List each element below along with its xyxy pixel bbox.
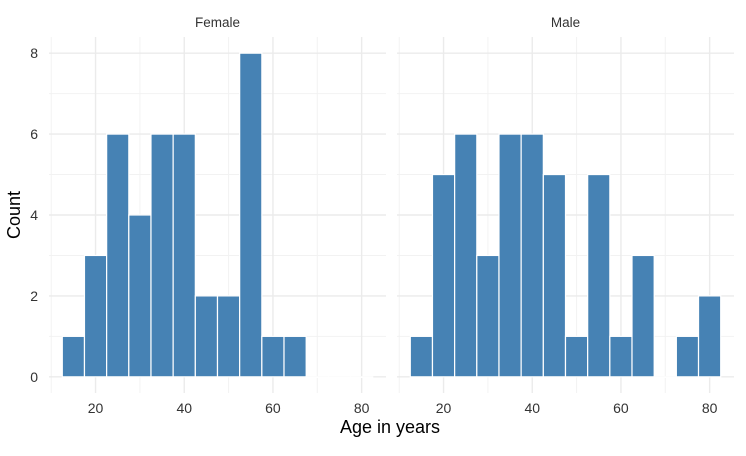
histogram-bar (476, 254, 500, 378)
x-tick-label: 20 (88, 400, 104, 416)
histogram-bar (83, 254, 108, 378)
histogram-bar (106, 133, 130, 378)
histogram-bar (261, 335, 285, 378)
histogram-bar (697, 295, 722, 378)
histogram-bar (454, 133, 478, 378)
histogram-bar (675, 335, 700, 378)
histogram-bar (239, 52, 263, 378)
histogram-bar (431, 173, 456, 378)
histogram-bar (520, 133, 544, 378)
y-tick-label: 4 (30, 207, 38, 223)
x-tick-label: 60 (613, 400, 629, 416)
panel-title: Male (551, 15, 580, 30)
histogram-bar (172, 133, 196, 378)
histogram-bar (150, 133, 174, 378)
y-axis-title: Count (4, 191, 24, 239)
histogram-bar (609, 335, 633, 378)
panel-title: Female (195, 15, 240, 30)
x-tick-label: 40 (524, 400, 540, 416)
histogram-bar (564, 335, 589, 378)
histogram-bar (283, 335, 307, 378)
histogram-bar (305, 376, 329, 379)
histogram-bar (349, 376, 374, 379)
histogram-bar (587, 173, 611, 378)
histogram-bar (194, 295, 219, 378)
y-tick-label: 6 (30, 126, 38, 142)
histogram-bar (409, 335, 434, 378)
x-tick-label: 60 (265, 400, 281, 416)
histogram-bar (128, 214, 152, 378)
histogram-bar (498, 133, 522, 378)
y-tick-label: 2 (30, 288, 38, 304)
histogram-bar (542, 173, 567, 378)
x-tick-label: 80 (354, 400, 370, 416)
histogram-bar (216, 295, 241, 378)
x-tick-label: 80 (702, 400, 718, 416)
x-tick-label: 20 (436, 400, 452, 416)
x-axis-title: Age in years (340, 417, 440, 437)
y-tick-label: 0 (30, 369, 38, 385)
histogram-bar (327, 376, 352, 379)
histogram-bar (653, 376, 677, 379)
histogram-bar (61, 335, 86, 378)
x-tick-label: 40 (176, 400, 192, 416)
y-tick-label: 8 (30, 45, 38, 61)
histogram-bar (631, 254, 655, 378)
